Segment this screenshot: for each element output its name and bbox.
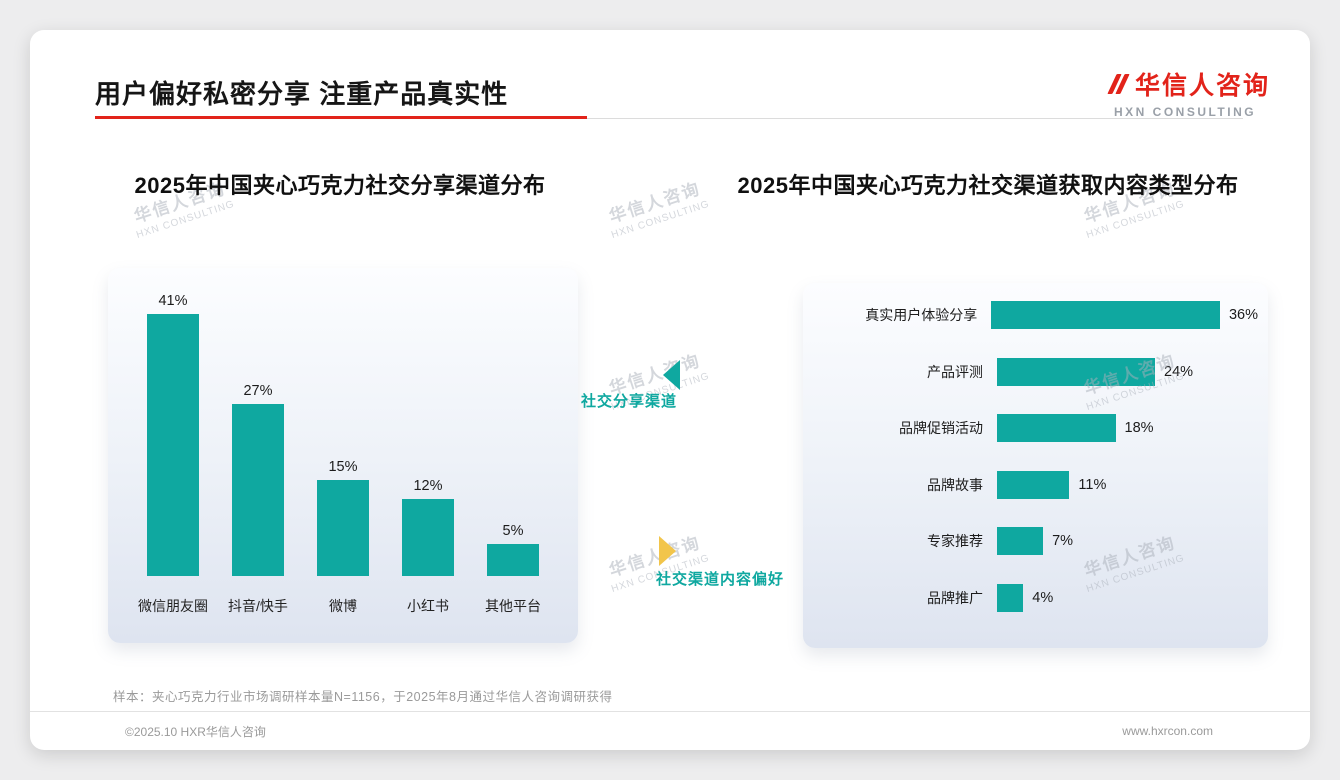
bar-value-label: 5%: [502, 523, 524, 539]
content-preference-arrow-icon: [659, 536, 676, 566]
bar-row: 产品评测 24%: [819, 357, 1258, 386]
bar-value-label: 18%: [1124, 420, 1154, 436]
bar-value-label: 11%: [1078, 476, 1107, 493]
share-channel-label: 社交分享渠道: [581, 393, 678, 410]
bar-row: 品牌促销活动 18%: [819, 414, 1258, 442]
bar: [997, 414, 1116, 442]
bar-value-label: 41%: [158, 293, 188, 309]
header-divider: [95, 118, 1243, 119]
bar-row: 品牌故事 11%: [819, 470, 1258, 499]
watermark-text-en: HXN CONSULTING: [1084, 198, 1187, 241]
logo-top-row: 华信人咨询: [1107, 66, 1270, 102]
bar: [232, 403, 284, 576]
bar-row: 真实用户体验分享 36%: [819, 301, 1258, 329]
logo: 华信人咨询 HXN CONSULTING: [1107, 66, 1270, 119]
left-chart-title: 2025年中国夹心巧克力社交分享渠道分布: [134, 173, 546, 198]
bar-column: 15% 微博: [306, 281, 380, 614]
bar-value-label: 15%: [328, 459, 358, 476]
bar-value-label: 4%: [1032, 589, 1054, 606]
logo-en-text: HXN CONSULTING: [1113, 105, 1257, 119]
slide-card: 华信人咨询 HXN CONSULTING 华信人咨询 HXN CONSULTING 华信…: [30, 30, 1310, 750]
bar-category-label: 小红书: [407, 598, 449, 614]
page-title: 用户偏好私密分享 注重产品真实性: [95, 79, 509, 109]
bar-value-label: 7%: [1052, 533, 1074, 549]
bar: [997, 527, 1044, 555]
bar: [147, 314, 199, 576]
right-chart-panel: 真实用户体验分享 36% 产品评测 24% 品牌促销活动 18% 品牌故事 11% 专家推荐 7%…: [803, 283, 1268, 648]
bar-category-label: 微博: [329, 598, 357, 614]
vertical-bar-chart: 41% 微信朋友圈 27% 抖音/快手 15% 微博 12% 小红书 5% 其他平台: [136, 281, 550, 615]
bar-value-label: 24%: [1164, 363, 1194, 380]
bar: [487, 544, 539, 576]
bar: [317, 480, 369, 576]
bar-category-label: 真实用户体验分享: [865, 307, 978, 323]
left-chart-panel: 41% 微信朋友圈 27% 抖音/快手 15% 微博 12% 小红书 5% 其他平台: [108, 268, 578, 643]
bar-column: 12% 小红书: [391, 281, 465, 614]
bar-category-label: 产品评测: [927, 363, 983, 380]
bar-category-label: 微信朋友圈: [138, 598, 208, 614]
bar: [991, 301, 1220, 329]
bar-value-label: 27%: [243, 382, 273, 399]
bar-column: 27% 抖音/快手: [221, 281, 295, 615]
bar: [997, 470, 1070, 499]
bar-value-label: 36%: [1228, 307, 1258, 323]
bar-category-label: 专家推荐: [927, 533, 983, 549]
bar: [997, 357, 1155, 386]
horizontal-bar-chart: 真实用户体验分享 36% 产品评测 24% 品牌促销活动 18% 品牌故事 11% 专家推荐 7%…: [819, 301, 1258, 640]
bar-category-label: 其他平台: [485, 598, 541, 614]
bar-row: 专家推荐 7%: [819, 527, 1258, 555]
logo-cn-text: 华信人咨询: [1134, 72, 1270, 100]
bar-category-label: 品牌推广: [927, 589, 983, 606]
website-text: www.hxrcon.com: [1122, 724, 1213, 738]
bar-category-label: 品牌促销活动: [899, 420, 983, 436]
bar-column: 41% 微信朋友圈: [136, 281, 210, 614]
bar-row: 品牌推广 4%: [819, 583, 1258, 612]
bar-category-label: 品牌故事: [927, 476, 983, 493]
logo-slash-icon: [1107, 74, 1130, 94]
watermark-text-en: HXN CONSULTING: [134, 198, 237, 241]
share-channel-arrow-icon: [663, 360, 680, 390]
right-chart-title: 2025年中国夹心巧克力社交渠道获取内容类型分布: [737, 173, 1239, 198]
copyright-text: ©2025.10 HXR华信人咨询: [125, 724, 266, 739]
bar-column: 5% 其他平台: [476, 281, 550, 614]
watermark-text-en: HXN CONSULTING: [609, 198, 712, 241]
title-underline-accent: [95, 116, 587, 119]
bar: [402, 499, 454, 576]
bar-value-label: 12%: [413, 478, 443, 495]
sample-note: 样本：夹心巧克力行业市场调研样本量N=1156，于2025年8月通过华信人咨询调…: [113, 690, 613, 704]
footer-bar: ©2025.10 HXR华信人咨询 www.hxrcon.com: [30, 711, 1310, 750]
bar-category-label: 抖音/快手: [228, 598, 288, 614]
bar: [997, 583, 1024, 612]
content-preference-label: 社交渠道内容偏好: [656, 571, 785, 588]
